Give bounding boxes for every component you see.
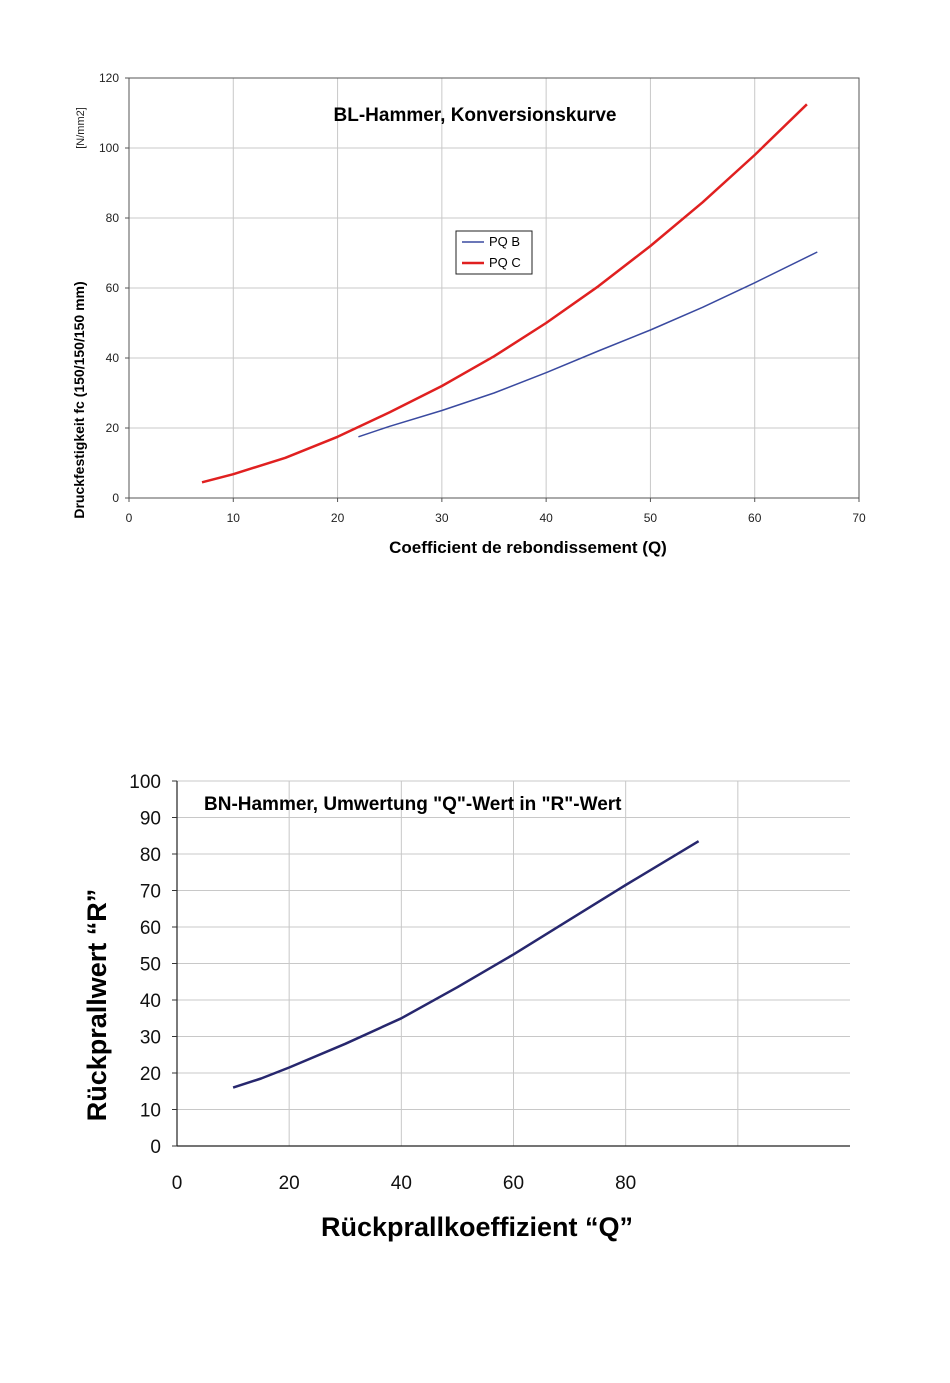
chart2-y-tick-label: 80 (140, 845, 161, 866)
chart2-y-tick-label: 50 (140, 955, 161, 976)
chart1-x-tick-label: 20 (331, 511, 345, 525)
chart2-y-tick-label: 10 (140, 1101, 161, 1122)
chart2-y-tick-label: 0 (150, 1137, 161, 1158)
bl-hammer-chart: 0 10 20 30 40 50 60 70 0 20 40 60 80 100 120 BL-Hammer… (71, 71, 866, 557)
chart1-series (201, 103, 818, 484)
chart2-x-tick-label: 0 (172, 1173, 183, 1194)
chart1-y-tick-label: 0 (112, 491, 119, 505)
chart1-series-line-pq-b (358, 251, 818, 438)
chart2-y-tick-label: 90 (140, 809, 161, 830)
chart1-y-tick-label: 20 (106, 421, 120, 435)
chart1-x-axis-label: Coefficient de rebondissement (Q) (389, 538, 667, 557)
chart1-x-tick-label: 10 (227, 511, 241, 525)
chart2-grid (177, 780, 850, 1146)
chart1-x-tick-label: 60 (748, 511, 762, 525)
chart2-y-tick-label: 100 (129, 772, 161, 793)
chart2-series-line (232, 840, 700, 1089)
chart2-y-tick-label: 70 (140, 882, 161, 903)
chart2-tick-labels: 0 10 20 30 40 50 60 70 80 90 100 0 20 40 60 80 (129, 772, 636, 1194)
chart2-x-tick-label: 40 (391, 1173, 412, 1194)
chart1-x-tick-label: 70 (852, 511, 866, 525)
chart1-y-tick-label: 80 (106, 211, 120, 225)
chart1-legend-label-pq-c: PQ C (489, 255, 521, 270)
chart1-y-unit-label: [N/mm2] (75, 107, 87, 149)
chart2-y-tick-label: 60 (140, 918, 161, 939)
chart2-series (232, 840, 700, 1089)
chart1-x-tick-label: 50 (644, 511, 658, 525)
bn-hammer-chart: 0 10 20 30 40 50 60 70 80 90 100 0 20 40 60 80 BN-Hamme… (82, 772, 850, 1242)
chart1-x-tick-label: 30 (435, 511, 449, 525)
chart1-y-tick-label: 40 (106, 351, 120, 365)
chart2-x-tick-label: 80 (615, 1173, 636, 1194)
chart2-x-tick-label: 20 (279, 1173, 300, 1194)
chart2-title: BN-Hammer, Umwertung "Q"-Wert in "R"-Wer… (204, 794, 622, 815)
chart2-x-tick-label: 60 (503, 1173, 524, 1194)
chart1-legend-box (455, 230, 533, 275)
chart2-y-tick-label: 40 (140, 991, 161, 1012)
chart2-x-axis-label: Rückprallkoeffizient “Q” (321, 1212, 633, 1242)
chart1-y-tick-label: 60 (106, 281, 120, 295)
chart1-x-tick-label: 40 (539, 511, 553, 525)
chart1-y-axis-label: Druckfestigkeit fc (150/150/150 mm) (71, 281, 87, 518)
chart1-x-tick-label: 0 (126, 511, 133, 525)
chart1-title: BL-Hammer, Konversionskurve (334, 105, 617, 126)
chart1-y-tick-label: 100 (99, 141, 119, 155)
chart1-grid (128, 77, 860, 499)
chart1-legend-label-pq-b: PQ B (489, 234, 520, 249)
chart1-series-line-pq-c (201, 103, 808, 484)
chart2-y-tick-label: 30 (140, 1028, 161, 1049)
chart1-legend: PQ B PQ C (455, 230, 533, 275)
chart2-y-tick-label: 20 (140, 1064, 161, 1085)
chart2-y-axis-label: Rückprallwert “R” (82, 889, 112, 1122)
chart1-y-tick-label: 120 (99, 71, 119, 85)
chart1-tick-labels: 0 10 20 30 40 50 60 70 0 20 40 60 80 100 120 (99, 71, 866, 525)
